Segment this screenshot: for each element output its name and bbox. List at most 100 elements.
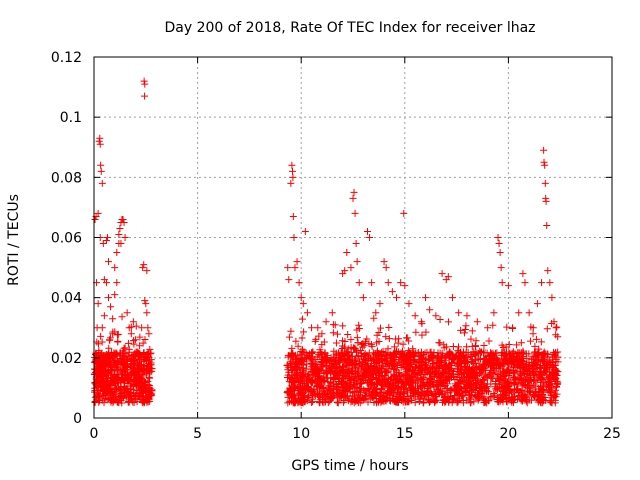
data-point [299, 357, 307, 365]
data-point [114, 338, 122, 346]
data-point [101, 395, 109, 403]
data-point [125, 398, 133, 406]
data-point [327, 354, 335, 362]
data-point [347, 336, 355, 344]
data-point [352, 240, 360, 248]
data-point [448, 294, 456, 302]
data-point [144, 350, 152, 358]
data-point [515, 309, 523, 317]
data-point [473, 318, 481, 326]
data-point [343, 249, 351, 257]
data-point [518, 360, 526, 368]
data-point [545, 356, 553, 364]
data-point [292, 351, 300, 359]
data-point [113, 363, 121, 371]
data-point [435, 339, 443, 347]
data-point [438, 370, 446, 378]
data-point [438, 270, 446, 278]
data-point [98, 179, 106, 187]
y-tick-label: 0.1 [60, 110, 82, 126]
data-point [315, 392, 323, 400]
data-point [494, 234, 502, 241]
data-point [521, 279, 529, 287]
data-point [394, 382, 402, 390]
data-point [298, 315, 306, 323]
data-point [546, 380, 554, 388]
data-point [291, 395, 299, 403]
data-point [145, 330, 153, 338]
data-point [543, 221, 551, 229]
data-point [121, 374, 129, 382]
data-point [302, 353, 310, 361]
data-point [419, 399, 427, 407]
data-point [538, 279, 546, 287]
y-tick-label: 0.04 [51, 291, 82, 307]
data-point [295, 279, 303, 287]
data-point [363, 361, 371, 369]
data-point [343, 355, 351, 363]
data-point [145, 395, 153, 403]
data-point [503, 366, 511, 374]
data-point [369, 393, 377, 401]
data-point [334, 330, 342, 338]
data-point [303, 309, 311, 317]
data-point [344, 330, 352, 338]
data-point [329, 329, 337, 337]
x-tick-label: 15 [396, 426, 414, 442]
data-point [98, 338, 106, 346]
data-point [455, 354, 463, 362]
data-point [349, 194, 357, 202]
data-point [382, 264, 390, 272]
data-point [130, 352, 138, 360]
data-point [475, 378, 483, 386]
data-point [329, 362, 337, 370]
data-point [119, 215, 127, 223]
data-point [508, 359, 516, 367]
data-point [123, 362, 131, 370]
data-point [454, 346, 462, 354]
data-point [91, 387, 99, 395]
data-point [531, 381, 539, 389]
data-point [532, 389, 540, 397]
data-point [437, 374, 445, 382]
data-point [383, 395, 391, 403]
data-point [433, 360, 441, 368]
data-point [332, 339, 340, 347]
data-point [455, 309, 463, 317]
data-point [456, 386, 464, 394]
data-point [546, 398, 554, 406]
data-point [112, 362, 120, 370]
data-point [294, 383, 302, 391]
data-point [541, 161, 549, 169]
data-point [289, 212, 297, 220]
data-point [476, 347, 484, 355]
data-point [367, 340, 375, 348]
data-point [141, 297, 149, 305]
data-point [116, 349, 124, 357]
data-point [476, 370, 484, 378]
data-point [485, 356, 493, 364]
data-point [457, 326, 465, 334]
data-point [328, 309, 336, 317]
data-point [333, 399, 341, 407]
data-point [309, 348, 317, 356]
data-point [141, 80, 149, 88]
data-point [399, 340, 407, 348]
x-tick-label: 0 [90, 426, 99, 442]
data-point [551, 365, 559, 373]
data-point [145, 349, 153, 357]
data-point [411, 358, 419, 366]
data-point [123, 309, 131, 317]
data-point [353, 258, 361, 266]
y-tick-label: 0.12 [51, 50, 82, 66]
data-point [338, 345, 346, 353]
data-point [432, 391, 440, 399]
data-point [418, 384, 426, 392]
data-point [364, 227, 372, 235]
data-point [298, 383, 306, 391]
data-point [552, 355, 560, 363]
data-point [432, 312, 440, 320]
data-point [116, 224, 124, 232]
y-tick-label: 0.02 [51, 351, 82, 367]
data-point [287, 179, 295, 187]
